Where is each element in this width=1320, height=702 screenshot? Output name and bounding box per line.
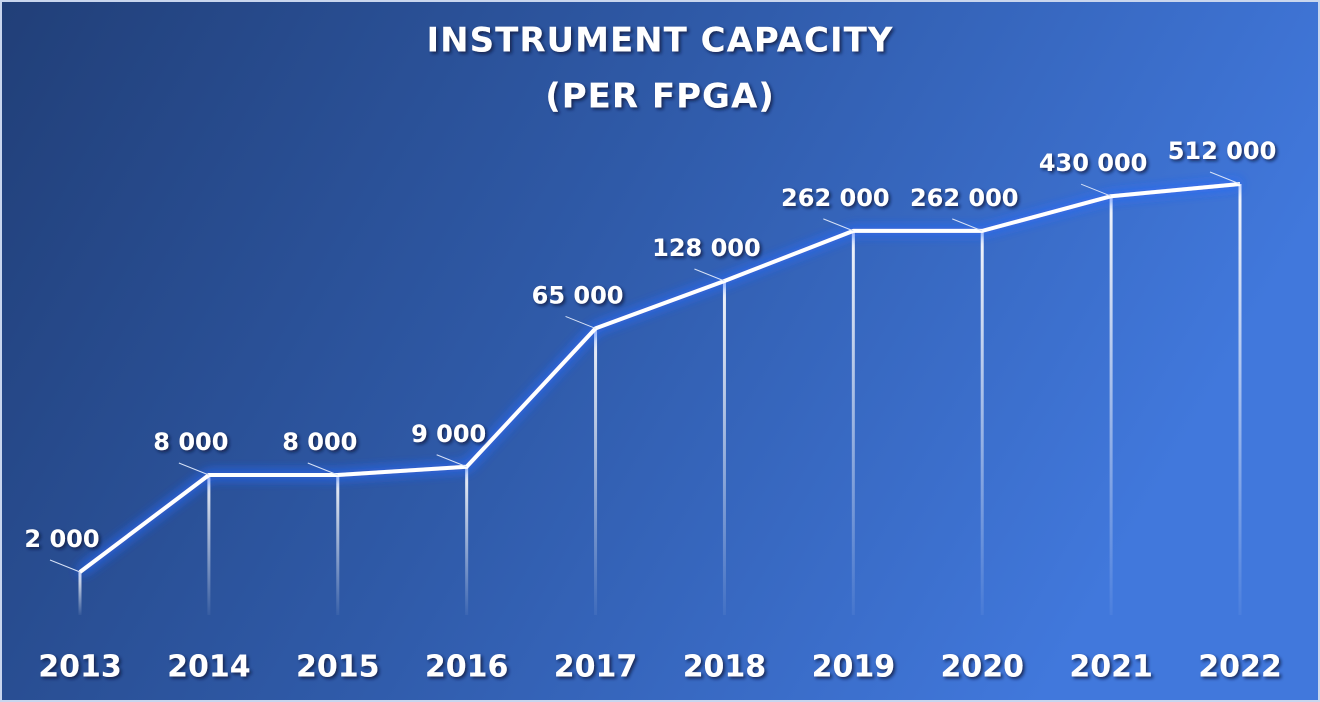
drop-line — [980, 230, 984, 616]
value-label: 65 000 — [532, 281, 624, 309]
leader-line — [1209, 171, 1241, 185]
drop-line — [207, 475, 211, 615]
drop-line — [851, 230, 855, 616]
leader-line — [823, 218, 854, 232]
leader-line — [694, 268, 725, 282]
drop-line — [336, 475, 340, 615]
drop-line — [722, 281, 726, 615]
leader-line — [952, 218, 983, 232]
leader-line — [178, 462, 210, 476]
value-label: 430 000 — [1039, 149, 1148, 177]
leader-line — [49, 559, 81, 573]
x-tick-label: 2022 — [1198, 650, 1282, 685]
drop-line — [1238, 184, 1242, 615]
x-tick-label: 2020 — [940, 650, 1024, 685]
value-label: 8 000 — [282, 428, 357, 456]
x-tick-label: 2014 — [167, 650, 251, 685]
drop-line — [594, 328, 598, 615]
x-tick-label: 2013 — [38, 650, 122, 685]
leader-line — [1080, 183, 1112, 197]
x-tick-label: 2021 — [1069, 650, 1153, 685]
leader-line — [436, 454, 467, 468]
x-tick-label: 2017 — [554, 650, 638, 685]
value-label: 9 000 — [411, 420, 486, 448]
x-tick-label: 2016 — [425, 650, 509, 685]
value-label: 8 000 — [153, 428, 228, 456]
x-tick-label: 2019 — [812, 650, 896, 685]
leader-line — [565, 315, 596, 329]
x-tick-label: 2015 — [296, 650, 380, 685]
drop-line — [1109, 196, 1113, 615]
value-label: 262 000 — [781, 184, 890, 212]
drop-line — [465, 466, 469, 615]
chart-title: INSTRUMENT CAPACITY — [427, 21, 894, 61]
chart-subtitle: (PER FPGA) — [545, 77, 775, 117]
leader-line — [307, 462, 338, 476]
value-label: 512 000 — [1168, 137, 1277, 165]
value-label: 262 000 — [910, 184, 1019, 212]
x-tick-label: 2018 — [683, 650, 767, 685]
drop-line — [78, 572, 82, 615]
value-label: 128 000 — [652, 234, 761, 262]
line — [78, 182, 1241, 574]
value-label: 2 000 — [24, 525, 99, 553]
